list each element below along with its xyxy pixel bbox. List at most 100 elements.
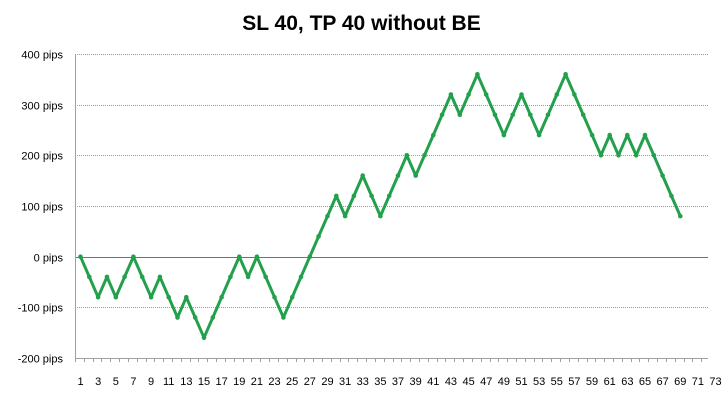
data-point [148,294,154,300]
data-point [395,173,401,178]
data-point [254,254,260,259]
data-point [351,193,357,199]
data-point [457,112,463,118]
data-point [316,234,321,239]
data-point [113,294,119,300]
data-point [237,254,242,259]
data-point [607,132,612,138]
x-tick-label: 63 [621,376,633,388]
x-tick-label: 11 [163,376,174,388]
data-point [660,173,665,178]
data-point [201,335,207,341]
x-tick-label: 7 [130,376,136,388]
y-tick-label: 300 pips [21,101,63,113]
x-tick-label: 23 [268,376,280,388]
data-point [413,173,419,178]
x-tick-label: 47 [480,376,492,388]
data-point [360,173,366,178]
x-tick-label: 25 [286,376,298,388]
data-point [307,254,313,259]
data-point [580,112,586,118]
data-point [572,92,577,97]
data-point [263,274,269,280]
data-point [139,274,145,280]
data-point [78,254,83,259]
data-point [475,72,480,77]
y-tick-label: -200 pips [18,354,64,366]
data-point [325,213,330,219]
data-point [122,274,127,280]
x-tick-label: 13 [180,376,192,388]
data-point [272,294,277,300]
data-point [192,315,198,320]
x-tick-label: 17 [215,376,227,388]
chart-title: SL 40, TP 40 without BE [242,12,481,35]
x-tick-label: 33 [357,376,369,388]
data-point [369,193,374,199]
data-point [87,274,92,280]
x-tick-label: 65 [639,376,651,388]
data-point [184,294,189,300]
y-tick-label: -100 pips [18,303,64,315]
x-tick-label: 9 [148,376,154,388]
data-point [289,294,295,300]
data-point [219,294,224,300]
axes [75,54,708,362]
data-point [104,274,110,280]
x-tick-label: 5 [113,376,119,388]
x-tick-label: 73 [709,376,721,388]
x-tick-label: 45 [462,376,474,388]
x-tick-label: 57 [568,376,580,388]
x-tick-label: 49 [498,376,510,388]
y-tick-label: 200 pips [21,151,63,163]
data-point [448,92,454,97]
data-point [625,132,630,138]
data-point [536,132,542,138]
x-tick-label: 53 [533,376,545,388]
x-tick-label: 31 [339,376,351,388]
data-point [210,315,216,320]
data-point [642,132,648,138]
data-point [298,274,304,280]
data-point [669,193,674,199]
data-point [598,153,604,158]
x-tick-label: 3 [95,376,101,388]
data-point [431,132,436,138]
data-point [563,72,568,77]
data-point [175,315,180,320]
data-point [528,112,533,118]
x-tick-label: 15 [198,376,210,388]
y-tick-labels: 400 pips 300 pips 200 pips 100 pips 0 pips -1… [18,50,64,366]
data-point [492,112,498,118]
x-tick-label: 35 [374,376,386,388]
x-tick-label: 69 [674,376,686,388]
data-point [678,213,683,219]
data-point [95,294,101,300]
data-point [378,213,383,219]
data-point [483,92,489,97]
data-point [519,92,524,97]
data-point [633,153,639,158]
data-point [245,274,251,280]
data-point [342,213,348,219]
data-point [501,132,507,138]
data-point [422,153,427,158]
data-point [131,254,136,259]
data-point [651,153,657,158]
data-point [510,112,515,118]
data-point [545,112,551,118]
y-tick-label: 100 pips [21,202,63,214]
data-point [334,193,339,199]
data-point [404,153,410,158]
x-tick-label: 61 [604,376,616,388]
data-point [466,92,471,97]
x-tick-label: 27 [304,376,316,388]
data-point [281,315,286,320]
grid-lines [75,54,708,308]
x-tick-label: 59 [586,376,598,388]
series [78,72,683,341]
x-tick-labels: 1 3 5 7 9 11 13 15 17 19 21 23 25 27 29 31 33 35 37 39 41 43 4… [77,376,721,388]
x-tick-label: 29 [321,376,333,388]
data-point [157,274,163,280]
